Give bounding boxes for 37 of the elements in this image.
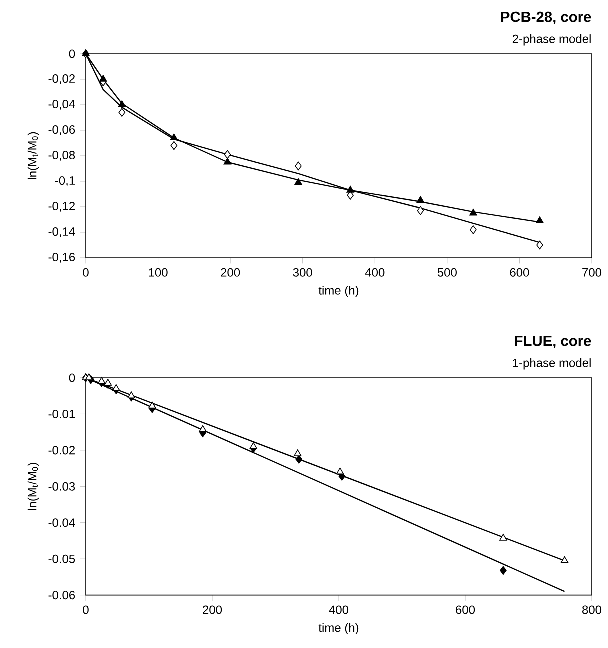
y-tick-label: -0,04 bbox=[48, 100, 76, 110]
y-tick-label: -0,02 bbox=[48, 74, 75, 84]
y-tick-label: -0.04 bbox=[48, 518, 76, 528]
x-tick-label: 500 bbox=[438, 268, 457, 277]
y-tick-label: -0,14 bbox=[48, 228, 76, 238]
y-tick-label: -0.03 bbox=[48, 482, 76, 491]
y-tick-label: -0,1 bbox=[55, 176, 76, 186]
chart-title: PCB-28, core bbox=[501, 12, 592, 24]
chart-subtitle: 2-phase model bbox=[512, 34, 591, 46]
y-tick-label: -0,12 bbox=[48, 202, 75, 212]
x-tick-label: 200 bbox=[221, 268, 240, 277]
y-tick-label: -0.05 bbox=[48, 554, 76, 564]
y-tick-label: -0.06 bbox=[48, 591, 76, 600]
y-axis-title: ln(M$_{t}$/M$_{0}$) bbox=[28, 463, 40, 510]
chart-title: FLUE, core bbox=[515, 336, 592, 348]
x-tick-label: 400 bbox=[365, 268, 385, 277]
chart-subtitle: 1-phase model bbox=[513, 358, 591, 370]
x-axis-title: time (h) bbox=[318, 286, 359, 298]
x-tick-label: 400 bbox=[329, 606, 349, 614]
y-tick-label: -0,16 bbox=[48, 253, 76, 263]
x-tick-label: 200 bbox=[203, 606, 222, 614]
y-tick-label: 0 bbox=[69, 374, 76, 382]
x-tick-label: 0 bbox=[83, 606, 89, 614]
x-tick-label: 300 bbox=[293, 268, 312, 277]
x-tick-label: 600 bbox=[510, 268, 530, 277]
x-tick-label: 800 bbox=[582, 606, 602, 614]
x-axis-title: time (h) bbox=[318, 623, 359, 635]
y-tick-label: -0.02 bbox=[48, 446, 75, 455]
x-tick-label: 700 bbox=[582, 268, 602, 277]
y-axis-title: ln(M$_{t}$/M$_{0}$) bbox=[28, 132, 40, 180]
x-tick-label: 0 bbox=[83, 268, 89, 277]
y-tick-label: -0.01 bbox=[48, 410, 76, 418]
y-tick-label: -0,06 bbox=[48, 126, 76, 136]
y-tick-label: 0 bbox=[69, 50, 76, 58]
y-tick-label: -0,08 bbox=[48, 151, 76, 161]
x-tick-label: 600 bbox=[456, 606, 476, 614]
x-tick-label: 100 bbox=[149, 268, 168, 277]
